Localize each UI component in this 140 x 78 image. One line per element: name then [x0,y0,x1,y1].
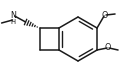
Text: N: N [11,11,17,20]
Text: O: O [104,43,111,51]
Text: H: H [10,19,15,25]
Text: O: O [101,11,108,20]
